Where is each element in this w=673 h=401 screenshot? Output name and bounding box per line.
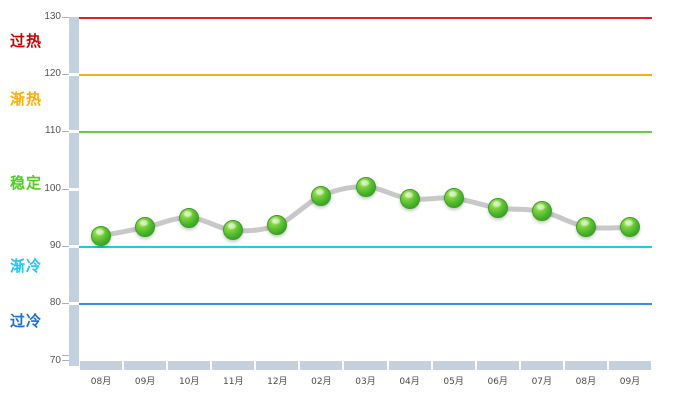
zone-label-overheat: 过热 (10, 32, 43, 50)
x-tick-label: 03月 (355, 377, 376, 387)
threshold-line-cooling (79, 246, 652, 248)
x-tick-label: 09月 (619, 377, 641, 387)
data-point-marker[interactable] (267, 215, 288, 236)
zone-label-warming: 渐热 (10, 90, 43, 108)
x-tick-label: 04月 (399, 377, 420, 387)
y-tick-130: 130 (44, 11, 61, 22)
x-axis-band (564, 361, 607, 370)
x-axis-band (476, 361, 519, 370)
y-axis-band-gap-110 (69, 130, 79, 133)
y-tick-mark-110 (62, 131, 69, 132)
x-axis-band (256, 361, 299, 370)
data-point-marker[interactable] (575, 216, 596, 237)
data-point-marker[interactable] (619, 217, 640, 238)
threshold-line-overheat (79, 17, 652, 19)
x-tick-label: 09月 (134, 377, 156, 387)
data-point-marker[interactable] (399, 188, 420, 209)
y-tick-mark-100 (62, 189, 69, 190)
x-axis-band (608, 361, 651, 370)
y-axis-band-gap-120 (69, 73, 79, 76)
y-tick-100: 100 (44, 183, 61, 194)
threshold-line-stable-top (79, 131, 652, 133)
x-axis-band (300, 361, 343, 370)
zone-label-stable: 稳定 (10, 174, 43, 192)
x-tick-label: 06月 (487, 377, 508, 387)
data-point-marker[interactable] (487, 197, 508, 218)
threshold-line-warming (79, 74, 652, 76)
y-axis-band-gap-90 (69, 245, 79, 248)
x-tick-label: 08月 (90, 377, 112, 387)
data-point-marker[interactable] (179, 207, 200, 228)
y-tick-80: 80 (49, 297, 61, 308)
x-axis-corner-band (69, 357, 79, 366)
y-tick-mark-90 (62, 246, 69, 247)
y-tick-70: 70 (49, 355, 61, 366)
data-point-marker[interactable] (443, 188, 464, 209)
x-tick-label: 10月 (178, 377, 200, 387)
y-axis-band-gap-100 (69, 188, 79, 191)
data-point-marker[interactable] (223, 220, 244, 241)
zone-label-cooling: 渐冷 (10, 257, 43, 275)
x-axis-band (80, 361, 123, 370)
x-tick-label: 12月 (267, 377, 288, 387)
x-tick-label: 08月 (575, 377, 597, 387)
y-axis-band-gap-80 (69, 302, 79, 305)
y-tick-mark-130 (62, 17, 69, 18)
data-point-marker[interactable] (311, 185, 332, 206)
x-axis-band (344, 361, 387, 370)
x-axis-band (388, 361, 431, 370)
x-axis-band (212, 361, 255, 370)
x-axis-band (124, 361, 167, 370)
x-tick-label: 07月 (531, 377, 553, 387)
x-tick-label: 05月 (443, 377, 464, 387)
x-axis-band (520, 361, 563, 370)
zone-label-overcool: 过冷 (10, 312, 43, 330)
y-tick-90: 90 (49, 240, 61, 251)
y-tick-mark-80 (62, 303, 69, 304)
x-axis-band (168, 361, 211, 370)
threshold-line-overcool (79, 303, 652, 305)
y-tick-mark-120 (62, 74, 69, 75)
x-axis-band (432, 361, 475, 370)
x-axis-corner-mark (62, 355, 69, 356)
y-tick-120: 120 (44, 68, 61, 79)
data-point-marker[interactable] (91, 225, 112, 246)
data-point-marker[interactable] (355, 176, 376, 197)
y-tick-110: 110 (45, 125, 61, 136)
data-point-marker[interactable] (531, 201, 552, 222)
x-tick-label: 02月 (311, 377, 332, 387)
y-tick-mark-70 (62, 360, 69, 361)
x-tick-label: 11月 (223, 377, 244, 387)
data-point-marker[interactable] (135, 217, 156, 238)
